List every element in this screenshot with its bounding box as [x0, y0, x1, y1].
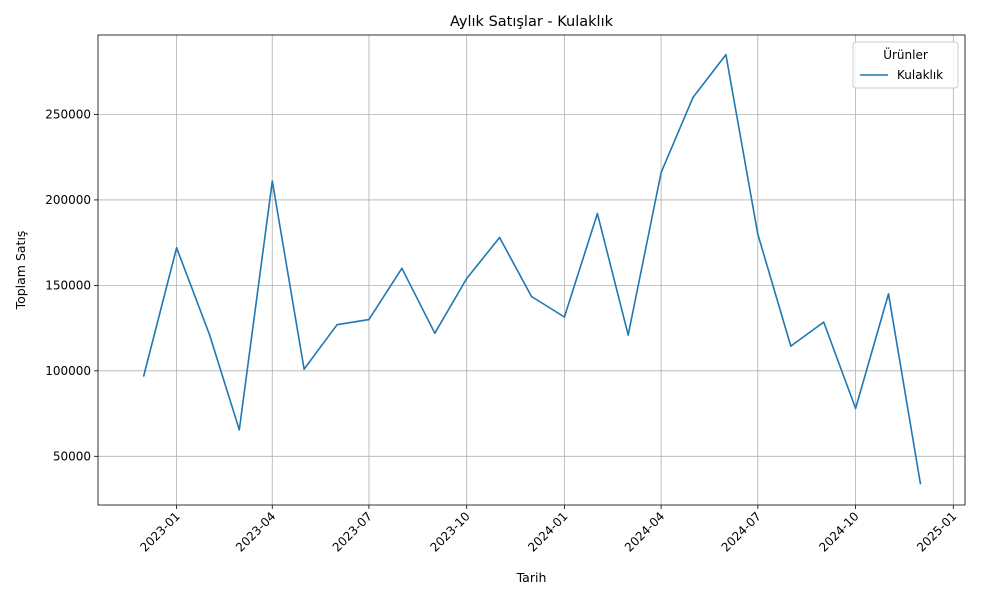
- grid-lines: [98, 35, 965, 505]
- data-point: [919, 482, 922, 485]
- data-point: [303, 368, 305, 370]
- y-tick-label: 200000: [45, 193, 91, 207]
- data-point: [336, 323, 338, 326]
- data-point: [498, 236, 501, 239]
- data-point: [725, 53, 727, 56]
- legend-entry-kulaklik: Kulaklık: [897, 68, 943, 82]
- data-point: [596, 212, 599, 215]
- data-point: [142, 375, 145, 377]
- series-layer: [142, 53, 922, 485]
- data-point: [271, 180, 274, 182]
- data-point: [530, 295, 533, 298]
- data-point: [789, 345, 792, 347]
- data-point: [238, 429, 241, 431]
- legend: Ürünler Kulaklık: [852, 41, 959, 89]
- legend-box: [852, 41, 959, 89]
- plot-frame: [97, 34, 966, 506]
- chart-title: Aylık Satışlar - Kulaklık: [450, 14, 614, 30]
- data-point: [175, 246, 178, 249]
- data-point: [757, 233, 759, 235]
- legend-title: Ürünler: [883, 46, 928, 62]
- x-axis-label: Tarih: [516, 570, 547, 585]
- data-point: [660, 171, 662, 174]
- data-point: [822, 321, 825, 323]
- data-point: [627, 334, 629, 336]
- data-point: [208, 334, 211, 336]
- data-point: [854, 407, 857, 410]
- data-point: [692, 96, 694, 99]
- y-tick-label: 50000: [53, 449, 91, 463]
- data-point: [434, 332, 436, 335]
- data-point: [368, 318, 370, 321]
- y-tick-label: 250000: [45, 107, 91, 121]
- y-tick-label: 100000: [45, 364, 91, 378]
- data-point: [401, 267, 403, 270]
- data-point: [563, 316, 566, 318]
- data-point: [887, 293, 890, 295]
- y-tick-label: 150000: [45, 278, 91, 292]
- data-point: [465, 277, 468, 280]
- y-axis-ticks: 50000 100000 150000 200000 250000: [45, 107, 98, 463]
- y-axis-label: Toplam Satış: [13, 231, 28, 311]
